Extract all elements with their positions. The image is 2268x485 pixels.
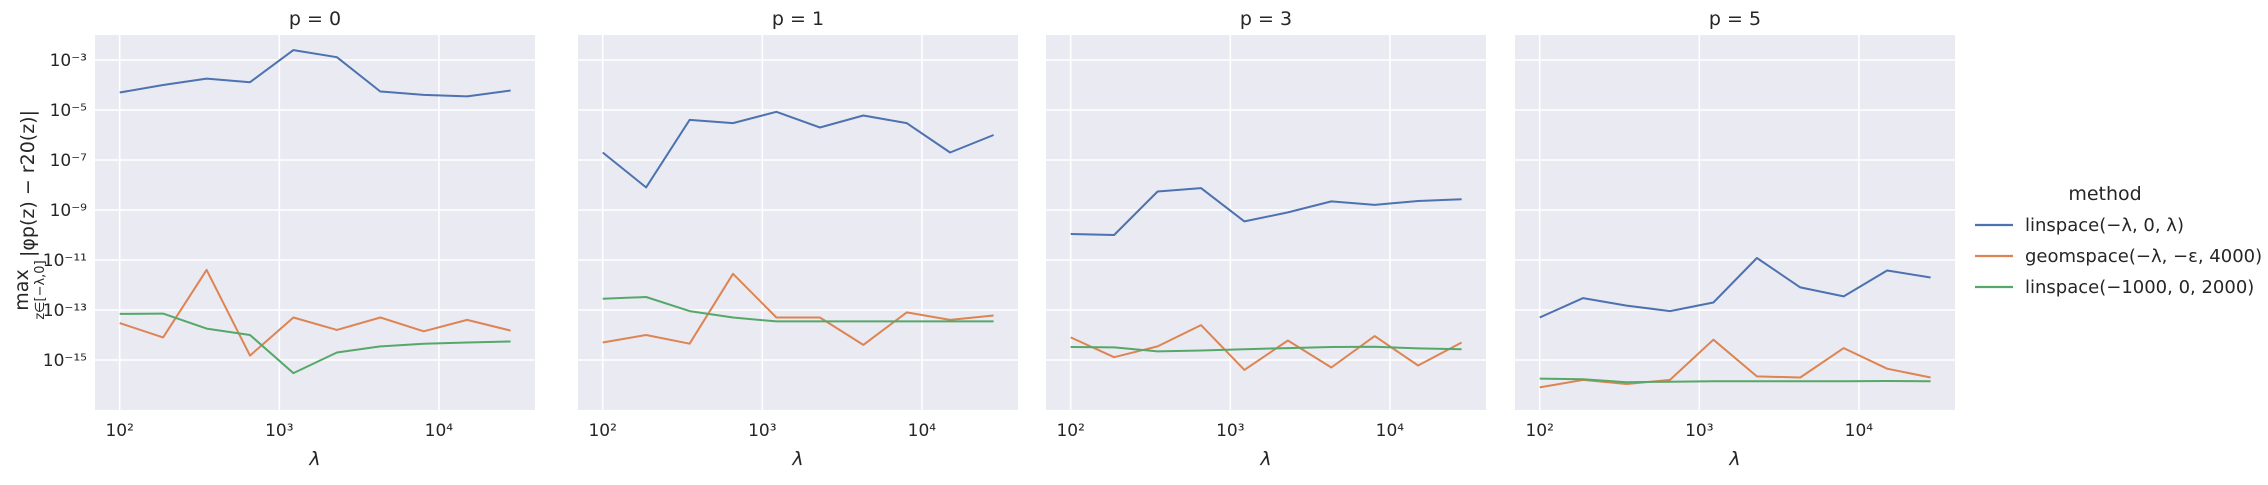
x-tick-label: 10³ <box>265 421 293 441</box>
legend-entry: geomspace(−λ, −ε, 4000) <box>2025 246 2262 267</box>
panel-title: p = 5 <box>1709 8 1761 30</box>
x-axis-label: λ <box>1728 448 1740 470</box>
legend-entry: linspace(−1000, 0, 2000) <box>2025 277 2254 298</box>
panel-title: p = 1 <box>772 8 824 30</box>
series-line-0 <box>1539 257 1931 319</box>
y-axis-label-max: max <box>11 269 33 310</box>
y-tick-label: 10⁻¹³ <box>43 301 87 321</box>
y-tick-label: 10⁻⁵ <box>50 101 87 121</box>
x-tick-label: 10³ <box>1216 421 1244 441</box>
x-tick-label: 10² <box>105 421 133 441</box>
legend-title: method <box>2068 183 2141 205</box>
series-line-1 <box>602 272 994 346</box>
x-axis-label: λ <box>791 448 803 470</box>
y-tick-label: 10⁻³ <box>50 51 87 71</box>
y-axis-label: max z∈[−λ,0] |φp(z) − r20(z)| <box>11 110 48 320</box>
y-axis-label-range: z∈[−λ,0] <box>33 260 48 319</box>
panel-background <box>1515 35 1955 410</box>
panel-3: 10² 10³ 10⁴ λ p = 5 <box>1515 8 1955 470</box>
series-line-0 <box>602 110 994 189</box>
x-tick-label: 10² <box>1525 421 1553 441</box>
x-tick-label: 10⁴ <box>908 421 937 441</box>
series-line-0 <box>119 49 511 98</box>
series-line-1 <box>1070 324 1463 371</box>
series-line-2 <box>119 312 511 375</box>
x-tick-label: 10² <box>1056 421 1084 441</box>
panel-background <box>578 35 1018 410</box>
x-axis-label: λ <box>308 448 320 470</box>
panel-0: 10⁻¹⁵ 10⁻¹³ 10⁻¹¹ 10⁻⁹ 10⁻⁷ 10⁻⁵ 10⁻³ 10² 10³ 10⁴… <box>43 8 535 470</box>
panel-title: p = 0 <box>289 8 341 30</box>
y-axis-label-sub: z∈[−λ,0] <box>33 260 48 319</box>
x-axis-label: λ <box>1259 448 1271 470</box>
y-axis-label-expr: |φp(z) − r20(z)| <box>17 110 39 257</box>
series-line-1 <box>1539 338 1931 389</box>
legend: method linspace(−λ, 0, λ) geomspace(−λ, −ε… <box>1975 183 2262 298</box>
panel-background <box>95 35 535 410</box>
chart-panels: 10⁻¹⁵ 10⁻¹³ 10⁻¹¹ 10⁻⁹ 10⁻⁷ 10⁻⁵ 10⁻³ 10² 10³ 10⁴… <box>43 8 1955 470</box>
x-tick-label: 10⁴ <box>425 421 454 441</box>
panel-title: p = 3 <box>1240 8 1292 30</box>
series-line-0 <box>1070 187 1462 236</box>
y-tick-label: 10⁻⁹ <box>50 201 88 221</box>
x-tick-label: 10⁴ <box>1376 421 1405 441</box>
x-tick-label: 10² <box>588 421 616 441</box>
y-tick-label: 10⁻⁷ <box>50 151 88 171</box>
y-tick-label: 10⁻¹¹ <box>43 251 87 271</box>
series-line-2 <box>1070 345 1462 353</box>
x-tick-label: 10³ <box>748 421 776 441</box>
y-tick-label: 10⁻¹⁵ <box>43 351 87 371</box>
series-line-2 <box>1539 377 1931 384</box>
panel-1: 10² 10³ 10⁴ λ p = 1 <box>578 8 1018 470</box>
x-tick-label: 10⁴ <box>1845 421 1874 441</box>
x-tick-label: 10³ <box>1685 421 1713 441</box>
legend-entry: linspace(−λ, 0, λ) <box>2025 215 2184 236</box>
panel-background <box>1046 35 1486 410</box>
series-line-1 <box>119 268 511 357</box>
panel-2: 10² 10³ 10⁴ λ p = 3 <box>1046 8 1486 470</box>
series-line-2 <box>602 296 994 323</box>
y-axis-label-main: max <box>11 269 33 310</box>
y-axis-label-rest: |φp(z) − r20(z)| <box>17 110 39 257</box>
